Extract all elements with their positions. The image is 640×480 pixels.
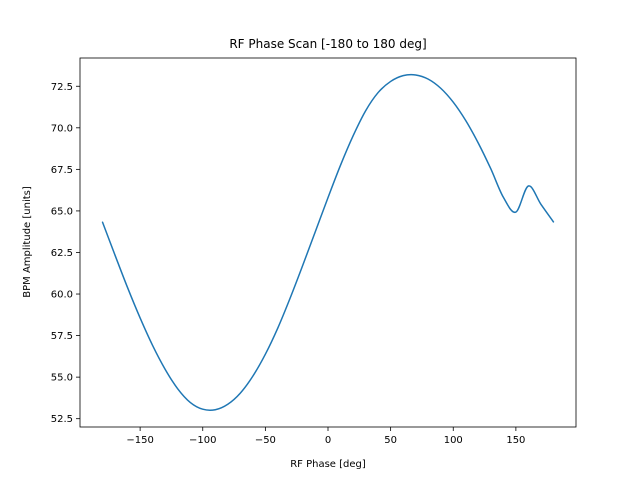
- y-tick-label: 57.5: [51, 331, 73, 342]
- plot-area-frame: [79, 57, 577, 428]
- y-tick-label: 72.5: [51, 82, 73, 93]
- x-tick-label: 150: [506, 435, 525, 446]
- x-tick-label: −150: [126, 435, 153, 446]
- x-tick-label: 100: [444, 435, 463, 446]
- y-axis-label: BPM Amplitude [units]: [22, 186, 33, 298]
- y-tick-label: 60.0: [51, 290, 73, 301]
- x-tick-label: 50: [384, 435, 397, 446]
- x-tick-label: −100: [189, 435, 216, 446]
- y-tick-label: 62.5: [51, 248, 73, 259]
- y-axis-ticks: 52.5 55.0 57.5 60.0 62.5 65.0 67.5 70.0 72.5: [51, 82, 80, 425]
- chart-title: RF Phase Scan [-180 to 180 deg]: [229, 37, 426, 51]
- x-tick-label: −50: [255, 435, 276, 446]
- y-tick-label: 67.5: [51, 165, 73, 176]
- x-axis-label: RF Phase [deg]: [290, 459, 366, 470]
- x-axis-ticks: −150 −100 −50 0 50 100 150: [126, 427, 525, 446]
- y-tick-label: 70.0: [51, 123, 73, 134]
- y-tick-label: 65.0: [51, 206, 73, 217]
- y-tick-label: 52.5: [51, 414, 73, 425]
- y-tick-label: 55.0: [51, 373, 73, 384]
- series-line: [101, 73, 555, 411]
- x-tick-label: 0: [325, 435, 331, 446]
